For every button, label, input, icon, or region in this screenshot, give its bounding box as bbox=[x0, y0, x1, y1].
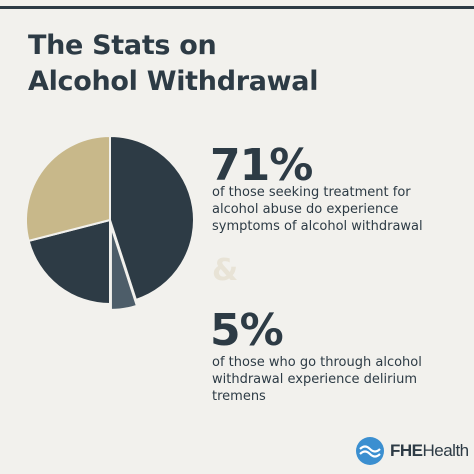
logo-text-rest: Health bbox=[422, 441, 470, 460]
ampersand: & bbox=[212, 253, 239, 288]
stat-1-line-2: alcohol abuse do experience bbox=[212, 202, 399, 217]
stat-2-description: of those who go through alcohol withdraw… bbox=[212, 354, 422, 405]
stat-1-description: of those seeking treatment for alcohol a… bbox=[212, 184, 423, 235]
title-line-1: The Stats on bbox=[28, 30, 217, 61]
pie-slice-4 bbox=[25, 134, 111, 243]
pie-slice-1 bbox=[109, 134, 195, 302]
pie-slice-3 bbox=[27, 218, 111, 306]
pie-chart bbox=[20, 130, 200, 311]
stat-2-line-1: of those who go through alcohol bbox=[212, 355, 422, 370]
fhe-health-logo: FHEHealth bbox=[355, 436, 469, 466]
stat-2-line-2: withdrawal experience delirium bbox=[212, 372, 418, 387]
stat-2-line-3: tremens bbox=[212, 389, 266, 404]
stat-2-value: 5% bbox=[210, 305, 284, 356]
logo-icon bbox=[356, 437, 384, 465]
stat-1-line-1: of those seeking treatment for bbox=[212, 185, 411, 200]
logo-text-bold: FHE bbox=[390, 441, 423, 460]
page-title: The Stats on Alcohol Withdrawal bbox=[28, 28, 318, 100]
title-line-2: Alcohol Withdrawal bbox=[28, 66, 319, 97]
top-rule bbox=[0, 6, 474, 9]
stat-1-value: 71% bbox=[210, 140, 313, 191]
stat-1-line-3: symptoms of alcohol withdrawal bbox=[212, 219, 423, 234]
pie-chart-svg bbox=[25, 134, 195, 311]
logo-text: FHEHealth bbox=[390, 441, 469, 461]
pie-slice-2 bbox=[109, 225, 139, 311]
